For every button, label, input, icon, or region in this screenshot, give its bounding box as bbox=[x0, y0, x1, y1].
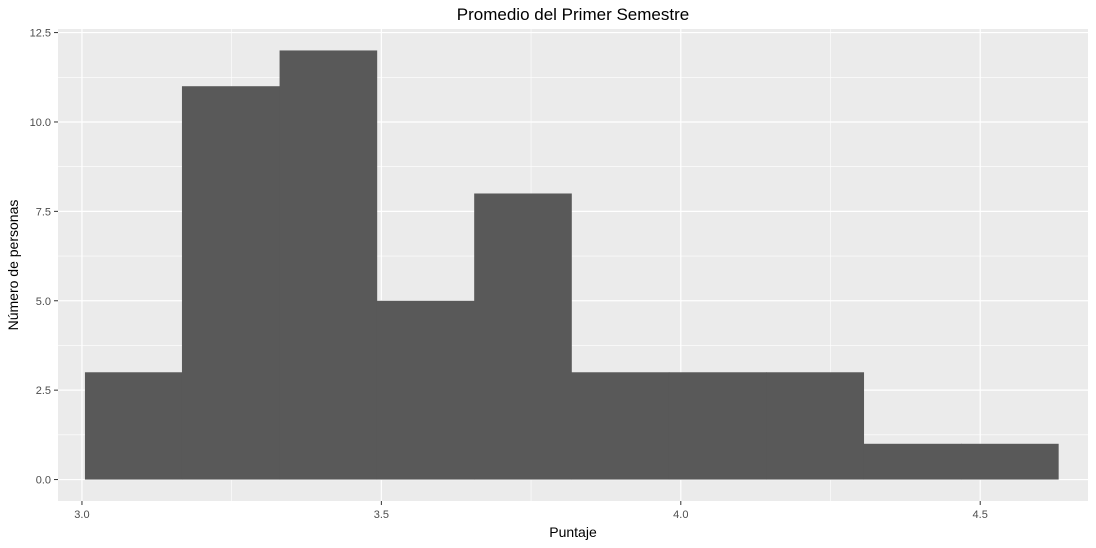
x-axis: 3.0 3.5 4.0 4.5 bbox=[74, 501, 988, 521]
histogram-bar-7 bbox=[668, 372, 768, 480]
y-tick-label: 5.0 bbox=[36, 296, 51, 308]
histogram-bar-9 bbox=[863, 443, 962, 480]
histogram-bar-4 bbox=[376, 300, 475, 480]
y-axis-title: Número de personas bbox=[5, 200, 21, 331]
x-tick-label: 4.0 bbox=[673, 509, 688, 521]
y-tick-label: 2.5 bbox=[36, 385, 51, 397]
y-tick-label: 7.5 bbox=[36, 206, 51, 218]
histogram-bar-2 bbox=[181, 86, 281, 480]
x-tick-label: 3.5 bbox=[374, 509, 389, 521]
histogram-bar-5 bbox=[474, 193, 572, 480]
histogram-bar-10 bbox=[961, 443, 1059, 480]
x-tick-label: 4.5 bbox=[973, 509, 988, 521]
x-axis-title: Puntaje bbox=[549, 524, 597, 540]
y-tick-label: 12.5 bbox=[30, 28, 51, 40]
bars bbox=[84, 50, 1059, 480]
histogram-bar-3 bbox=[279, 50, 378, 480]
x-tick-label: 3.0 bbox=[74, 509, 89, 521]
chart-title: Promedio del Primer Semestre bbox=[457, 5, 689, 24]
histogram-bar-8 bbox=[766, 372, 865, 480]
histogram-bar-6 bbox=[571, 372, 670, 480]
y-axis: 0.0 2.5 5.0 7.5 10.0 12.5 bbox=[30, 28, 58, 487]
y-tick-label: 0.0 bbox=[36, 475, 51, 487]
histogram-bar-1 bbox=[84, 372, 183, 480]
y-tick-label: 10.0 bbox=[30, 117, 51, 129]
